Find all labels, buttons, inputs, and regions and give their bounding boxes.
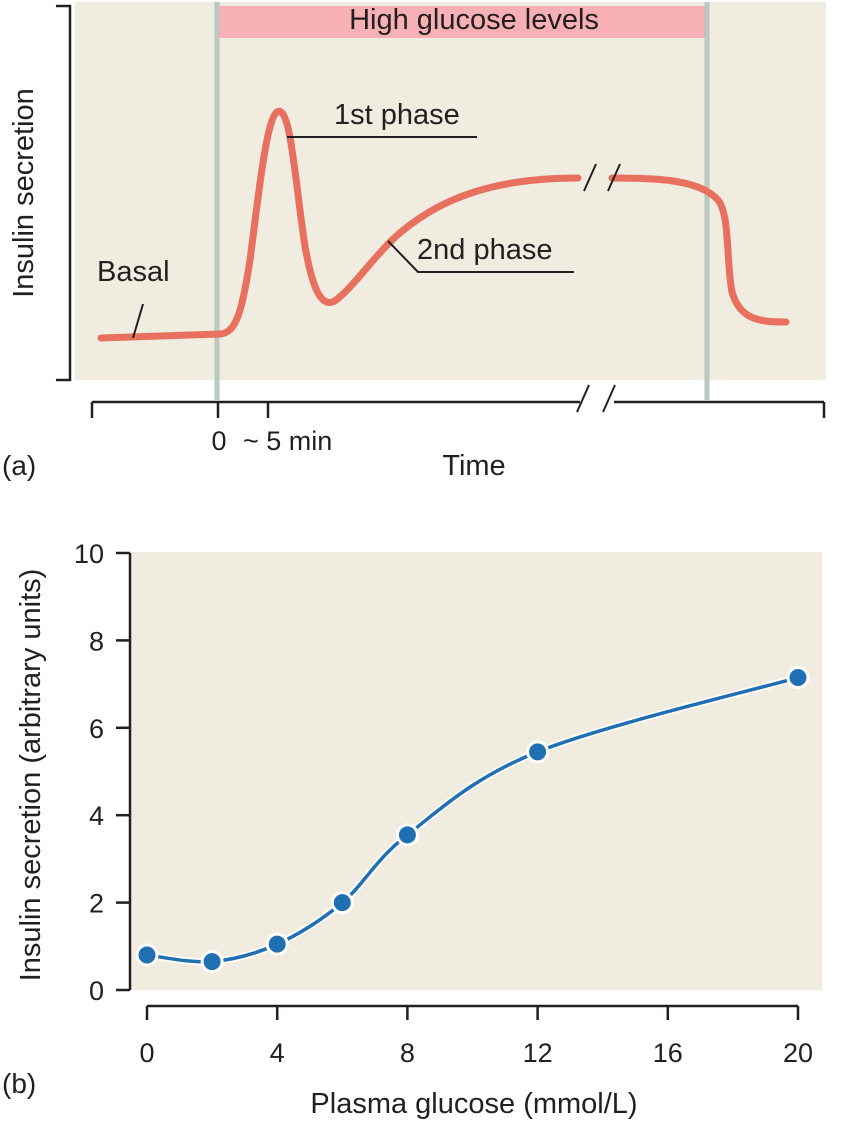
second-phase-label: 2nd phase xyxy=(417,234,552,266)
x-tick-label: 20 xyxy=(783,1038,813,1068)
panel-b: 0 2 4 6 8 10 0 4 8 12 16 20 Insulin secretion (arbi… xyxy=(2,539,822,1120)
x-tick-label: 8 xyxy=(400,1038,415,1068)
panel-a-y-axis xyxy=(56,4,72,382)
basal-label: Basal xyxy=(97,256,170,288)
x-tick-label: 12 xyxy=(523,1038,553,1068)
y-tick-label: 2 xyxy=(89,889,104,919)
data-point xyxy=(135,943,159,967)
x-tick-label: 16 xyxy=(653,1038,683,1068)
tick-label-five-min: ~ 5 min xyxy=(243,426,332,456)
basal-leader xyxy=(132,303,144,339)
y-tick-label: 10 xyxy=(74,539,104,569)
curve-break-marks xyxy=(583,163,621,192)
first-phase-label: 1st phase xyxy=(334,99,460,131)
glucose-band xyxy=(219,6,706,38)
panel-a-x-label: Time xyxy=(442,450,505,482)
data-point xyxy=(330,891,354,915)
data-point xyxy=(526,740,550,764)
panel-b-x-label: Plasma glucose (mmol/L) xyxy=(310,1088,637,1120)
panel-b-background xyxy=(130,552,822,990)
second-phase-leader xyxy=(387,240,574,273)
data-point xyxy=(786,666,810,690)
data-point xyxy=(395,823,419,847)
insulin-response-curve xyxy=(97,107,790,342)
panel-b-axes: 0 2 4 6 8 10 0 4 8 12 16 20 xyxy=(74,539,813,1068)
panel-a-y-label: Insulin secretion xyxy=(8,88,40,298)
panel-a: High glucose levels Insulin secretion Ba… xyxy=(2,2,826,482)
panel-b-y-label: Insulin secretion (arbitrary units) xyxy=(15,569,47,982)
data-point xyxy=(265,932,289,956)
glucose-band-label: High glucose levels xyxy=(349,4,599,36)
x-tick-label: 0 xyxy=(139,1038,154,1068)
x-tick-label: 4 xyxy=(270,1038,285,1068)
y-tick-label: 4 xyxy=(89,801,104,831)
panel-a-label: (a) xyxy=(2,450,36,481)
time-axis-break xyxy=(576,384,616,413)
data-point xyxy=(200,950,224,974)
y-tick-label: 0 xyxy=(89,976,104,1006)
y-tick-label: 8 xyxy=(89,626,104,656)
panel-a-x-axis xyxy=(90,400,826,418)
y-tick-label: 6 xyxy=(89,714,104,744)
panel-b-label: (b) xyxy=(2,1068,36,1099)
tick-label-zero: 0 xyxy=(211,426,226,456)
panel-a-background xyxy=(75,2,826,380)
data-points xyxy=(135,666,810,974)
